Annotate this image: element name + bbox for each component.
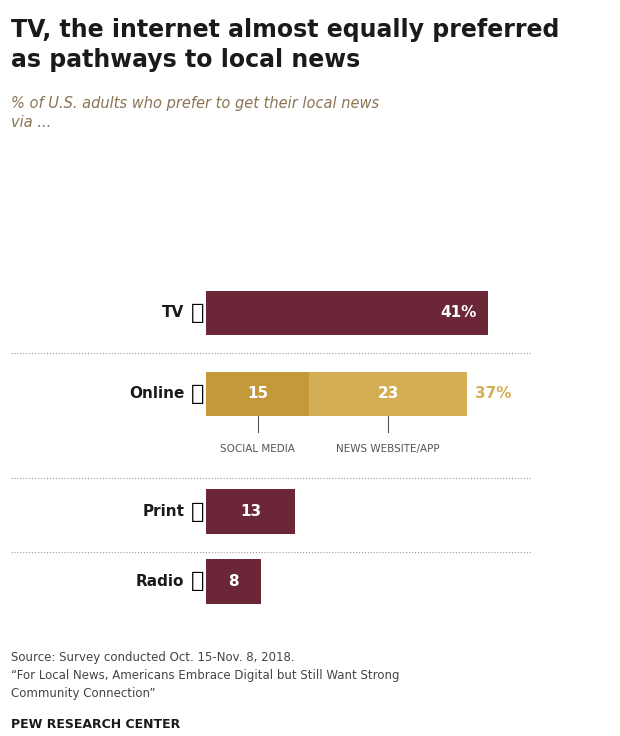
- Text: 8: 8: [228, 574, 239, 589]
- Text: Print: Print: [143, 504, 185, 519]
- FancyBboxPatch shape: [206, 559, 261, 604]
- Text: 23: 23: [378, 386, 399, 401]
- Text: PEW RESEARCH CENTER: PEW RESEARCH CENTER: [11, 718, 180, 731]
- FancyBboxPatch shape: [309, 372, 467, 416]
- Text: 13: 13: [241, 504, 262, 519]
- FancyBboxPatch shape: [206, 372, 309, 416]
- Text: 📰: 📰: [192, 501, 205, 522]
- Text: 15: 15: [247, 386, 268, 401]
- Text: 41%: 41%: [441, 305, 477, 320]
- Text: 🖱: 🖱: [192, 383, 205, 404]
- FancyBboxPatch shape: [206, 489, 296, 534]
- Text: 📻: 📻: [192, 571, 205, 592]
- Text: Source: Survey conducted Oct. 15-Nov. 8, 2018.
“For Local News, Americans Embrac: Source: Survey conducted Oct. 15-Nov. 8,…: [11, 651, 399, 701]
- Text: SOCIAL MEDIA: SOCIAL MEDIA: [220, 444, 295, 454]
- Text: 📺: 📺: [192, 302, 205, 323]
- Text: Radio: Radio: [136, 574, 185, 589]
- Text: Online: Online: [129, 386, 185, 401]
- Text: TV, the internet almost equally preferred
as pathways to local news: TV, the internet almost equally preferre…: [11, 18, 559, 72]
- Text: TV: TV: [162, 305, 185, 320]
- Text: NEWS WEBSITE/APP: NEWS WEBSITE/APP: [337, 444, 440, 454]
- FancyBboxPatch shape: [206, 291, 488, 335]
- Text: 37%: 37%: [476, 386, 512, 401]
- Text: % of U.S. adults who prefer to get their local news
via ...: % of U.S. adults who prefer to get their…: [11, 96, 379, 130]
